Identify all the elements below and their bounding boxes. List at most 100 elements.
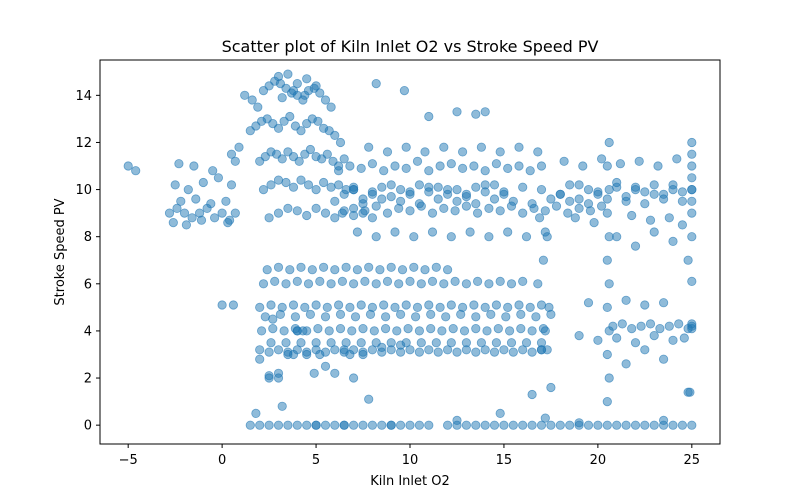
scatter-point: [427, 227, 438, 237]
scatter-point: [439, 279, 449, 289]
scatter-point: [303, 180, 314, 190]
scatter-point: [574, 180, 584, 190]
scatter-point: [395, 420, 406, 430]
scatter-point: [405, 276, 415, 286]
scatter-point: [491, 300, 501, 310]
scatter-point: [311, 185, 321, 195]
scatter-point: [504, 326, 515, 336]
scatter-point: [356, 338, 366, 348]
scatter-point: [416, 279, 426, 289]
scatter-point: [414, 199, 424, 209]
scatter-point: [264, 347, 274, 357]
scatter-point: [377, 182, 387, 192]
scatter-point: [424, 420, 434, 430]
scatter-point: [452, 196, 462, 206]
scatter-point: [273, 420, 284, 430]
scatter-point: [649, 330, 659, 341]
scatter-point: [369, 326, 379, 336]
scatter-point: [677, 420, 688, 430]
scatter-point: [179, 208, 190, 218]
scatter-point: [446, 300, 456, 310]
scatter-point: [668, 236, 678, 246]
scatter-point: [217, 208, 227, 218]
scatter-point: [228, 300, 238, 310]
scatter-point: [489, 347, 500, 357]
chart-title: Scatter plot of Kiln Inlet O2 vs Stroke …: [222, 37, 599, 56]
scatter-point: [277, 154, 287, 164]
scatter-point: [457, 302, 468, 312]
scatter-point: [433, 194, 443, 204]
scatter-point: [426, 323, 436, 334]
scatter-point: [296, 126, 306, 136]
scatter-point: [315, 276, 325, 286]
scatter-point: [471, 323, 481, 334]
scatter-point: [687, 196, 697, 206]
scatter-point: [213, 173, 223, 183]
scatter-point: [414, 326, 424, 336]
scatter-point: [283, 203, 293, 213]
scatter-point: [658, 415, 669, 425]
scatter-point: [536, 345, 547, 355]
scatter-point: [630, 241, 641, 251]
scatter-point: [596, 154, 607, 164]
scatter-point: [484, 279, 494, 289]
scatter-point: [320, 420, 331, 430]
scatter-point: [602, 194, 612, 204]
scatter-point: [256, 326, 267, 336]
scatter-point: [621, 295, 631, 305]
scatter-point: [234, 142, 244, 152]
scatter-point: [380, 323, 391, 334]
scatter-point: [446, 232, 456, 242]
scatter-point: [593, 420, 603, 430]
scatter-point: [495, 408, 505, 418]
scatter-point: [424, 166, 434, 176]
scatter-point: [311, 81, 321, 91]
scatter-point: [187, 213, 197, 223]
scatter-point: [164, 208, 175, 218]
scatter-point: [439, 142, 449, 152]
scatter-point: [555, 189, 565, 199]
scatter-point: [546, 420, 556, 430]
scatter-point: [604, 373, 614, 383]
scatter-point: [508, 347, 518, 357]
scatter-point: [386, 192, 396, 202]
scatter-point: [683, 255, 693, 265]
scatter-point: [574, 418, 584, 428]
scatter-point: [480, 180, 490, 190]
scatter-point: [668, 420, 678, 430]
scatter-point: [674, 319, 684, 329]
scatter-point: [531, 312, 541, 322]
scatter-point: [574, 194, 584, 204]
scatter-point: [260, 312, 270, 322]
scatter-point: [245, 420, 255, 430]
scatter-point: [409, 262, 419, 272]
scatter-point: [668, 335, 678, 345]
scatter-point: [230, 156, 240, 166]
scatter-point: [341, 262, 351, 272]
scatter-point: [491, 338, 501, 348]
scatter-point: [303, 279, 314, 289]
scatter-point: [302, 74, 312, 84]
scatter-point: [655, 323, 665, 334]
scatter-point: [330, 345, 340, 355]
scatter-point: [296, 338, 306, 348]
scatter-point: [677, 220, 688, 230]
scatter-point: [503, 227, 513, 237]
scatter-point: [612, 232, 622, 242]
scatter-point: [412, 156, 423, 166]
scatter-point: [191, 194, 201, 204]
scatter-point: [392, 326, 402, 336]
scatter-point: [527, 326, 537, 336]
scatter-point: [480, 420, 490, 430]
scatter-point: [382, 208, 393, 218]
scatter-point: [168, 218, 178, 228]
scatter-point: [405, 420, 415, 430]
scatter-point: [395, 196, 406, 206]
scatter-point: [472, 276, 483, 286]
scatter-point: [311, 203, 321, 213]
scatter-point: [649, 227, 659, 237]
scatter-point: [538, 255, 549, 265]
scatter-point: [525, 166, 535, 176]
points-layer: [123, 69, 697, 430]
scatter-point: [172, 203, 182, 213]
